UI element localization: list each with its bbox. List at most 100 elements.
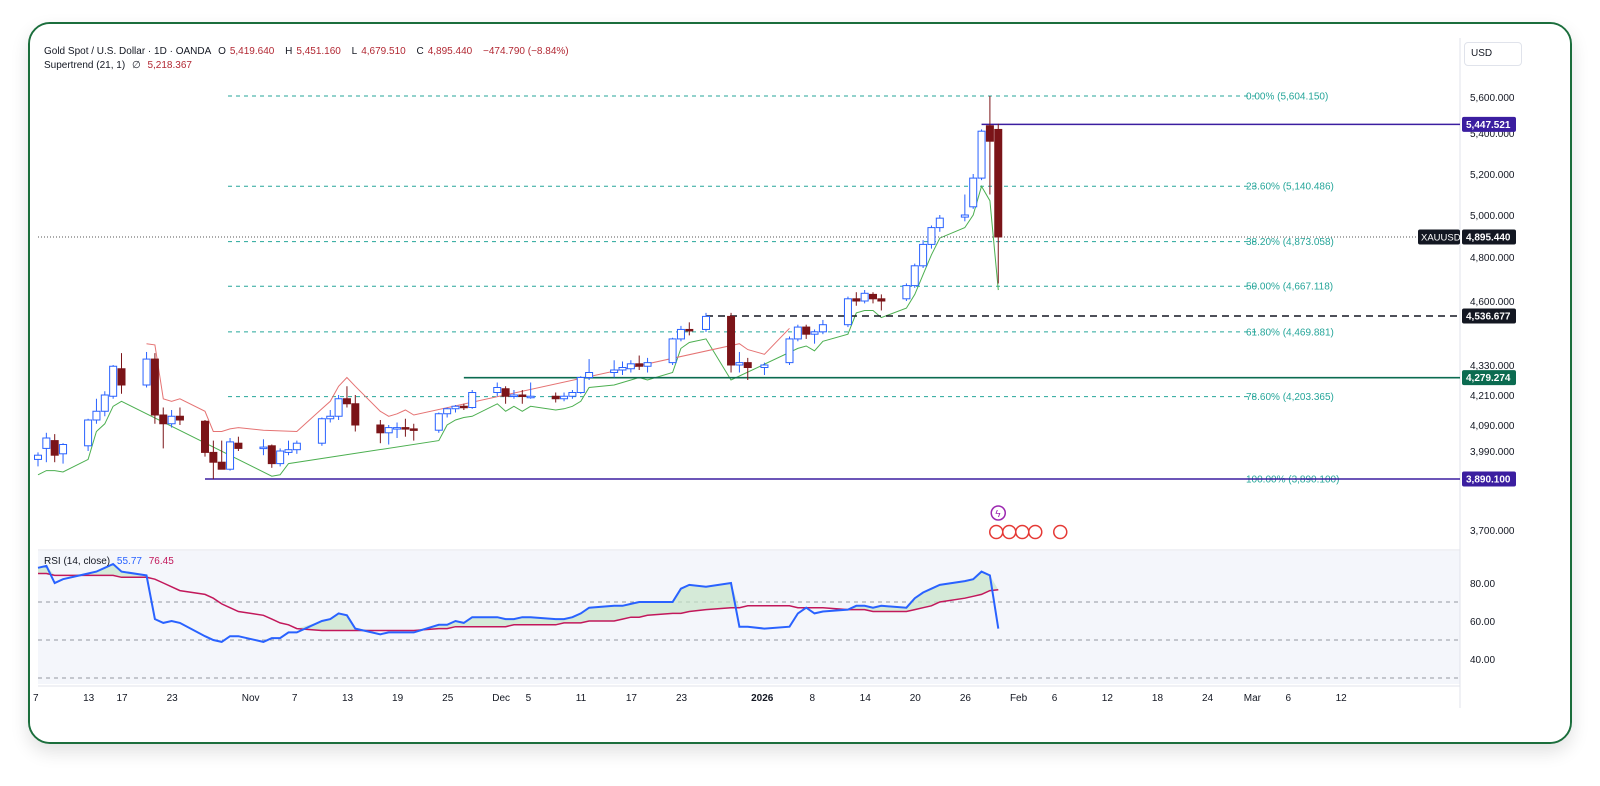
candle-body[interactable] (585, 372, 594, 378)
us-flag-event-icon[interactable] (1002, 524, 1017, 540)
price-label-text: 3,890.100 (1466, 475, 1511, 486)
symbol-legend: Gold Spot / U.S. Dollar · 1D · OANDA O 5,… (44, 46, 573, 57)
candle-body[interactable] (468, 392, 477, 408)
candle-body[interactable] (159, 414, 168, 425)
candle-body[interactable] (960, 214, 969, 218)
candle-body[interactable] (668, 338, 677, 364)
candle-body[interactable] (451, 405, 460, 410)
candle-body[interactable] (902, 285, 911, 300)
candle-body[interactable] (852, 298, 861, 302)
candle-body[interactable] (760, 364, 769, 368)
candle-body[interactable] (977, 130, 986, 179)
candle-body[interactable] (351, 403, 360, 426)
candle-body[interactable] (927, 227, 936, 245)
candle-body[interactable] (802, 326, 811, 335)
candle-body[interactable] (92, 410, 101, 421)
candle-body[interactable] (234, 442, 243, 449)
candle-body[interactable] (175, 415, 184, 421)
candle-body[interactable] (743, 362, 752, 369)
candle-body[interactable] (860, 292, 869, 302)
candle-body[interactable] (735, 362, 744, 366)
candle-body[interactable] (560, 395, 569, 400)
candle-body[interactable] (610, 369, 619, 373)
candle-body[interactable] (292, 442, 301, 451)
candle-body[interactable] (526, 395, 535, 399)
lightning-event-icon[interactable] (990, 505, 1006, 521)
symbol-title[interactable]: Gold Spot / U.S. Dollar · 1D · OANDA (44, 46, 212, 57)
candle-body[interactable] (994, 128, 1003, 238)
candle-body[interactable] (793, 326, 802, 340)
indicator-title[interactable]: Supertrend (21, 1) (44, 60, 126, 71)
candle-body[interactable] (34, 454, 42, 460)
candle-body[interactable] (284, 449, 293, 453)
candle-body[interactable] (376, 424, 385, 434)
candle-body[interactable] (676, 328, 685, 340)
candle-body[interactable] (142, 358, 151, 386)
candle-body[interactable] (985, 125, 994, 142)
candle-body[interactable] (551, 395, 560, 400)
price-label-text: 5,447.521 (1466, 120, 1511, 131)
candle-body[interactable] (209, 451, 218, 463)
candle-body[interactable] (334, 398, 343, 417)
chart-canvas[interactable]: 0.00% (5,604.150) 23.60% (5,140.486) 38.20… (30, 24, 1570, 742)
candle-body[interactable] (877, 298, 886, 302)
candle-body[interactable] (50, 440, 59, 456)
candle-body[interactable] (167, 415, 176, 425)
candle-body[interactable] (818, 324, 827, 333)
candle-body[interactable] (501, 388, 510, 397)
time-tick-label: 23 (676, 693, 688, 704)
us-flag-event-icon[interactable] (1053, 524, 1068, 540)
rsi-tick-label: 40.00 (1470, 655, 1495, 666)
candle-body[interactable] (84, 419, 93, 447)
candle-body[interactable] (201, 420, 209, 453)
candle-body[interactable] (317, 418, 326, 444)
candle-body[interactable] (117, 368, 126, 386)
candle-body[interactable] (919, 243, 928, 267)
candle-body[interactable] (509, 394, 518, 397)
candle-body[interactable] (150, 358, 159, 416)
candle-body[interactable] (226, 441, 235, 470)
candle-body[interactable] (259, 446, 268, 450)
candle-body[interactable] (459, 405, 468, 409)
us-flag-event-icon[interactable] (1028, 524, 1043, 540)
time-tick-label: 20 (910, 693, 922, 704)
candle-body[interactable] (100, 394, 109, 412)
candle-body[interactable] (626, 363, 635, 370)
candle-body[interactable] (685, 328, 694, 332)
candle-body[interactable] (393, 427, 402, 430)
candle-body[interactable] (727, 315, 736, 366)
candle-body[interactable] (702, 315, 710, 330)
candle-body[interactable] (384, 427, 393, 434)
candle-body[interactable] (618, 367, 627, 371)
candle-body[interactable] (910, 265, 919, 287)
candle-body[interactable] (342, 398, 351, 405)
candle-body[interactable] (969, 177, 978, 208)
candle-body[interactable] (409, 428, 418, 431)
candle-body[interactable] (568, 392, 577, 397)
candle-body[interactable] (276, 450, 285, 465)
candle-body[interactable] (267, 445, 276, 465)
candle-body[interactable] (217, 461, 226, 470)
candle-body[interactable] (643, 362, 652, 367)
currency-button[interactable]: USD (1464, 42, 1522, 66)
candle-body[interactable] (869, 293, 877, 300)
candle-body[interactable] (935, 217, 944, 229)
candle-body[interactable] (635, 363, 644, 367)
rsi-title[interactable]: RSI (14, close) (44, 556, 111, 567)
candle-body[interactable] (326, 415, 335, 420)
candle-body[interactable] (785, 338, 794, 364)
candle-body[interactable] (443, 408, 452, 415)
candle-body[interactable] (109, 365, 118, 397)
candle-body[interactable] (843, 298, 852, 326)
candle-body[interactable] (810, 331, 819, 335)
time-tick-label: 6 (1286, 693, 1292, 704)
candle-body[interactable] (42, 437, 51, 449)
candle-body[interactable] (493, 387, 502, 393)
candle-body[interactable] (576, 377, 585, 393)
candle-body[interactable] (401, 427, 410, 430)
candle-body[interactable] (434, 413, 443, 431)
candle-body[interactable] (518, 394, 527, 397)
candle-body[interactable] (59, 444, 68, 455)
us-flag-event-icon[interactable] (989, 524, 1004, 540)
us-flag-event-icon[interactable] (1015, 524, 1030, 540)
